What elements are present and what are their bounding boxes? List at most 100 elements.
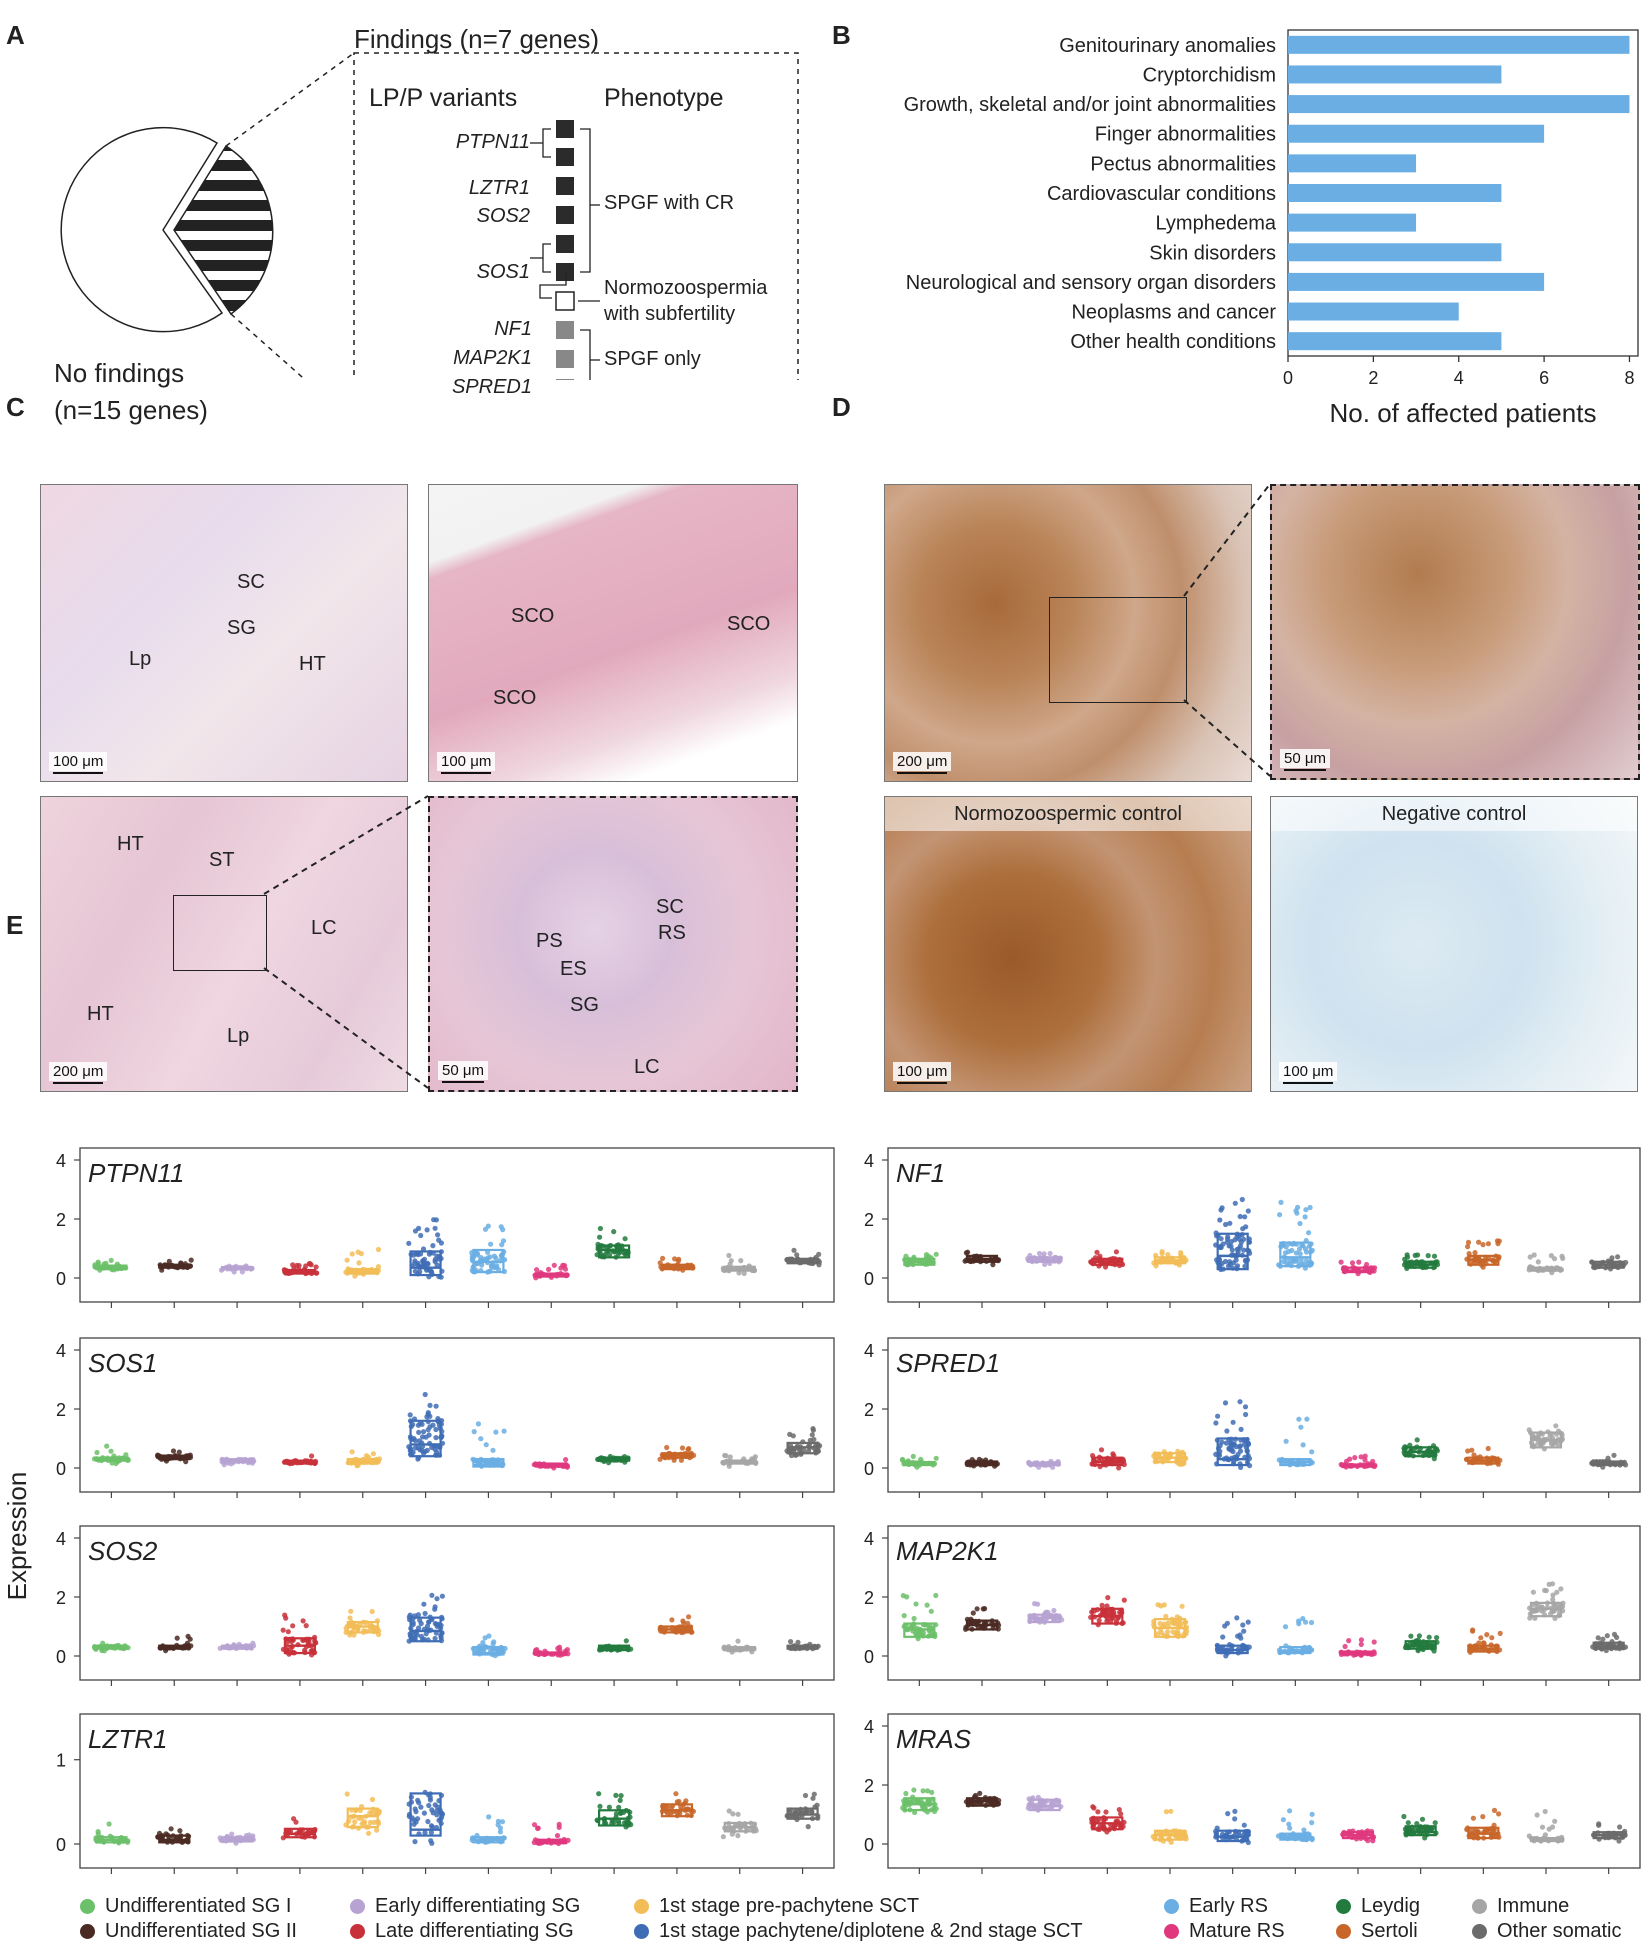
box-strip-group	[900, 1787, 939, 1816]
y-tick-label: 0	[56, 1835, 66, 1855]
data-point	[685, 1620, 691, 1626]
data-point	[486, 1814, 492, 1820]
data-point	[1226, 1243, 1232, 1249]
pie-findings-slice	[173, 144, 274, 316]
y-tick-label: 4	[864, 1529, 874, 1549]
data-point	[438, 1240, 444, 1246]
data-point	[1309, 1820, 1315, 1826]
data-point	[1300, 1616, 1306, 1622]
gene-title: LZTR1	[88, 1724, 167, 1754]
data-point	[94, 1449, 100, 1456]
data-point	[418, 1251, 424, 1257]
data-point	[1157, 1621, 1163, 1627]
box-strip-group	[470, 1633, 508, 1659]
data-point	[1298, 1424, 1304, 1430]
data-point	[485, 1223, 491, 1229]
data-point	[1496, 1811, 1502, 1817]
legend-swatch	[1472, 1924, 1487, 1939]
legend-swatch	[1336, 1924, 1351, 1939]
data-point	[1304, 1416, 1310, 1422]
box-strip-group	[963, 1790, 1002, 1808]
data-point	[1296, 1246, 1303, 1252]
x-axis-label: No. of affected patients	[1330, 398, 1597, 428]
data-point	[788, 1639, 794, 1645]
subplot-frame	[887, 1337, 1641, 1493]
data-point	[370, 1451, 376, 1457]
data-point	[668, 1810, 674, 1816]
data-point	[681, 1620, 687, 1626]
data-point	[1225, 1263, 1232, 1269]
box-strip-group	[1467, 1627, 1503, 1655]
data-point	[563, 1457, 569, 1463]
data-point	[1362, 1453, 1368, 1459]
data-point	[483, 1442, 489, 1448]
data-point	[801, 1447, 807, 1453]
data-point	[1364, 1261, 1370, 1268]
data-point	[1042, 1261, 1048, 1267]
data-point	[1349, 1260, 1356, 1266]
y-tick-label: 0	[56, 1647, 66, 1667]
data-point	[1480, 1242, 1486, 1248]
data-point	[546, 1266, 552, 1272]
box-strip-group	[595, 1453, 631, 1466]
box-strip-group	[1276, 1416, 1315, 1468]
data-point	[1358, 1454, 1364, 1460]
data-point	[1307, 1204, 1313, 1211]
legend-item: Other somatic	[1472, 1920, 1621, 1943]
data-point	[293, 1819, 299, 1825]
data-point	[430, 1243, 436, 1249]
box-strip-group	[280, 1612, 319, 1658]
data-point	[1371, 1639, 1377, 1645]
box-strip-group	[157, 1633, 194, 1654]
data-point	[925, 1788, 931, 1794]
data-point	[420, 1246, 427, 1252]
data-point	[159, 1267, 165, 1273]
data-point	[1217, 1217, 1223, 1223]
bar	[1288, 124, 1545, 143]
data-point	[807, 1437, 813, 1443]
data-point	[434, 1812, 440, 1818]
data-point	[1235, 1249, 1241, 1255]
box-strip-group	[155, 1826, 192, 1845]
data-point	[1173, 1630, 1179, 1636]
data-point	[1300, 1442, 1306, 1448]
data-point	[361, 1820, 367, 1826]
gene-title: MRAS	[896, 1724, 972, 1754]
box	[409, 1792, 442, 1837]
he-micrograph-2: SCO SCO SCO 100 μm	[428, 484, 798, 782]
y-axis-label: Expression	[2, 1472, 32, 1601]
data-point	[623, 1638, 629, 1644]
box-strip-group	[469, 1814, 507, 1845]
data-point	[1283, 1244, 1289, 1250]
data-point	[990, 1262, 996, 1268]
data-point	[421, 1601, 427, 1607]
panel-letter-b: B	[832, 20, 851, 50]
data-point	[1094, 1249, 1100, 1255]
box	[409, 1250, 442, 1277]
data-point	[433, 1403, 439, 1409]
data-point	[669, 1617, 675, 1623]
y-tick-label: 2	[864, 1588, 874, 1608]
data-point	[474, 1250, 481, 1257]
panel-letter-e: E	[6, 910, 24, 940]
data-point	[1485, 1241, 1491, 1247]
gene-label: PTPN11	[455, 131, 530, 153]
tissue-label: ST	[209, 849, 235, 871]
box-strip-group	[91, 1443, 131, 1467]
box-strip-group	[1025, 1250, 1064, 1267]
legend-label: Other somatic	[1497, 1920, 1622, 1942]
legend-label: Leydig	[1361, 1895, 1420, 1917]
data-point	[920, 1804, 926, 1810]
data-point	[795, 1639, 801, 1645]
box-strip-group	[1213, 1196, 1253, 1273]
micrograph-caption: Negative control	[1271, 797, 1637, 831]
data-point	[422, 1830, 428, 1836]
data-point	[596, 1791, 602, 1797]
data-point	[1465, 1239, 1472, 1245]
data-point	[1161, 1621, 1167, 1627]
data-point	[735, 1833, 741, 1839]
box-strip-group	[900, 1592, 939, 1642]
box-strip-group	[1401, 1813, 1439, 1841]
legend-item: 1st stage pre-pachytene SCT	[634, 1895, 919, 1918]
